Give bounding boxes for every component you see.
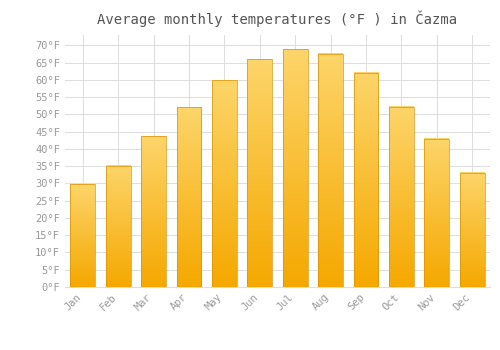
Bar <box>70 184 95 287</box>
Bar <box>106 166 130 287</box>
Bar <box>141 136 166 287</box>
Bar <box>354 73 378 287</box>
Bar <box>424 139 450 287</box>
Bar <box>460 173 484 287</box>
Title: Average monthly temperatures (°F ) in Čazma: Average monthly temperatures (°F ) in Ča… <box>98 10 458 27</box>
Bar <box>318 54 343 287</box>
Bar <box>212 80 237 287</box>
Bar <box>176 107 202 287</box>
Bar <box>248 59 272 287</box>
Bar <box>283 49 308 287</box>
Bar <box>389 107 414 287</box>
